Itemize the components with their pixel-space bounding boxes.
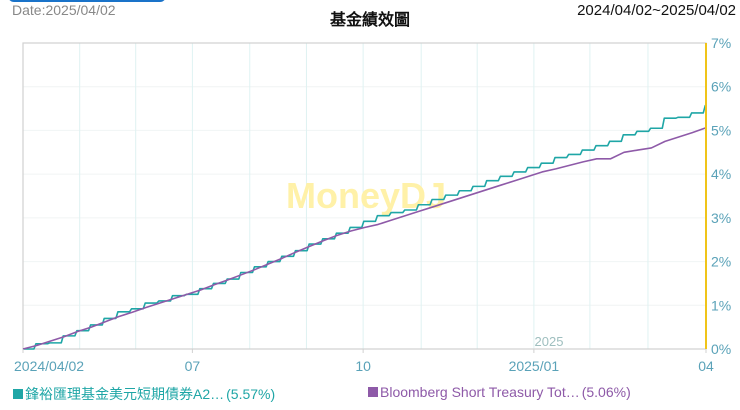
x-axis: 2024/04/02 07 10 2025/01 04 [14,349,714,374]
y-tick-label: 3% [711,210,731,226]
year-marker: 2025 [535,334,564,349]
y-axis: 0% 1% 2% 3% 4% 5% 6% 7% [711,35,731,357]
date-label: Date:2025/04/02 [12,2,116,18]
watermark: MoneyDJ [286,175,446,216]
fund-swatch-icon [13,389,23,399]
legend-fund-label: 鋒裕匯理基金美元短期債券A2… [25,386,225,402]
legend-item-benchmark[interactable]: Bloomberg Short Treasury Tot… (5.06%) [368,384,631,400]
y-tick-label: 7% [711,35,731,51]
x-tick-label: 04 [698,358,714,374]
series-lines [22,104,707,350]
y-tick-label: 4% [711,166,731,182]
y-tick-label: 0% [711,341,731,357]
benchmark-swatch-icon [368,387,378,397]
y-tick-label: 2% [711,254,731,270]
x-tick-label: 10 [355,358,371,374]
legend-benchmark-label: Bloomberg Short Treasury Tot… [380,384,580,400]
top-tab-bar [8,0,166,2]
legend-benchmark-value: (5.06%) [581,384,631,400]
y-tick-label: 1% [711,297,731,313]
legend-fund-value: (5.57%) [226,386,276,402]
date-range-label: 2024/04/02~2025/04/02 [577,2,736,19]
performance-chart: MoneyDJ 2025 0% 1% 2% 3% 4% 5% 6% 7% 2024/04/02… [14,35,731,374]
x-tick-label: 2025/01 [509,358,560,374]
chart-title: 基金績效圖 [329,10,410,29]
y-tick-label: 6% [711,79,731,95]
x-tick-label: 07 [185,358,201,374]
benchmark-line [22,127,707,350]
x-tick-label: 2024/04/02 [14,358,84,374]
legend-item-fund[interactable]: 鋒裕匯理基金美元短期債券A2… (5.57%) [13,384,275,404]
y-tick-label: 5% [711,122,731,138]
